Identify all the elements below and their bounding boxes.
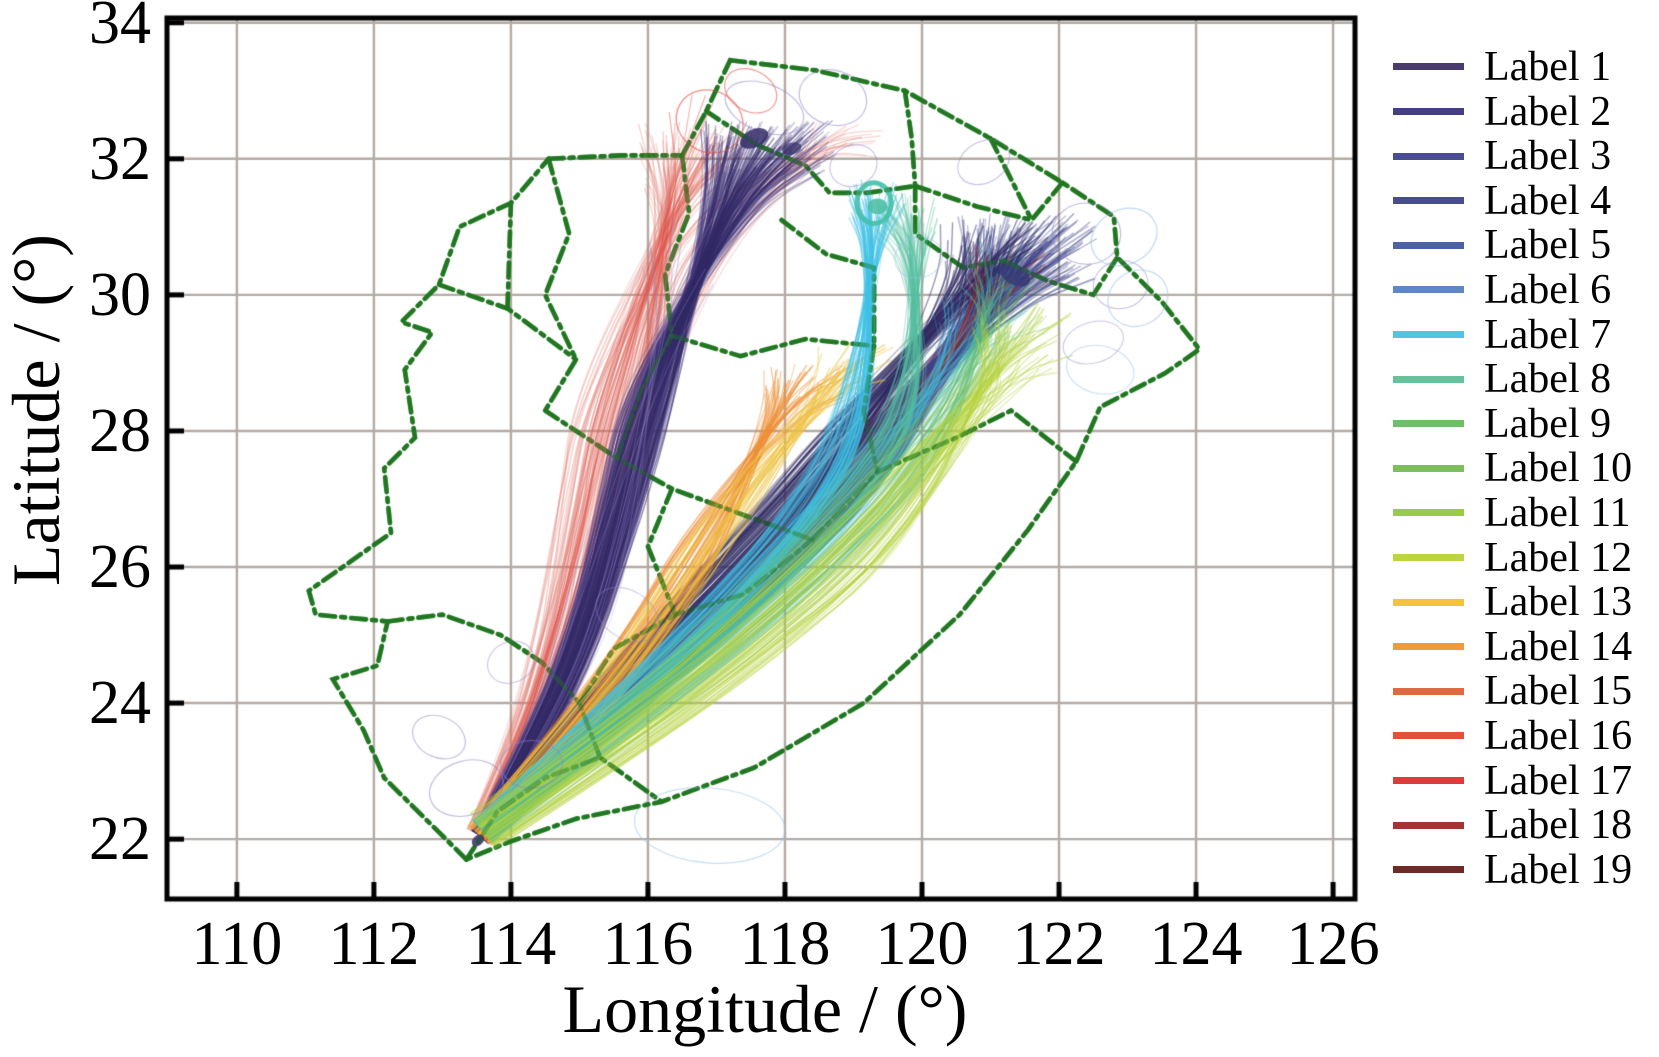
legend-item: Label 11: [1393, 491, 1631, 536]
legend-swatch: [1393, 420, 1464, 428]
legend-label: Label 7: [1484, 311, 1612, 358]
x-tick-label: 116: [602, 910, 694, 978]
legend-item: Label 1: [1393, 45, 1611, 90]
x-axis-title: Longitude / (°): [562, 971, 968, 1047]
legend-label: Label 14: [1484, 623, 1633, 670]
legend-label: Label 11: [1484, 489, 1631, 536]
legend-label: Label 9: [1484, 400, 1612, 447]
legend-item: Label 2: [1393, 89, 1611, 134]
y-tick-label: 28: [89, 396, 151, 465]
x-tick-label: 120: [875, 910, 969, 978]
legend-item: Label 5: [1393, 223, 1611, 268]
x-tick-label: 126: [1286, 910, 1380, 978]
legend-label: Label 4: [1484, 177, 1612, 224]
legend-swatch: [1393, 286, 1464, 294]
legend-swatch: [1393, 866, 1464, 874]
legend-item: Label 12: [1393, 535, 1632, 580]
legend-label: Label 17: [1484, 757, 1633, 804]
legend-swatch: [1393, 732, 1464, 740]
legend-label: Label 3: [1484, 133, 1612, 180]
legend-item: Label 19: [1393, 848, 1632, 893]
legend-label: Label 2: [1484, 88, 1612, 135]
legend-swatch: [1393, 152, 1464, 160]
x-tick-label: 114: [465, 910, 557, 978]
legend-swatch: [1393, 509, 1464, 517]
legend-item: Label 8: [1393, 357, 1611, 402]
legend-item: Label 10: [1393, 446, 1632, 491]
legend-swatch: [1393, 821, 1464, 829]
y-tick-label: 26: [89, 533, 151, 601]
legend-item: Label 14: [1393, 625, 1632, 670]
x-tick-label: 112: [328, 910, 420, 978]
legend-item: Label 9: [1393, 402, 1611, 447]
legend-swatch: [1393, 598, 1464, 606]
legend-swatch: [1393, 241, 1464, 249]
legend-item: Label 7: [1393, 312, 1611, 357]
legend-swatch: [1393, 777, 1464, 785]
legend-label: Label 19: [1484, 846, 1633, 893]
legend-swatch: [1393, 464, 1464, 472]
legend-item: Label 6: [1393, 268, 1611, 313]
x-tick-label: 110: [191, 910, 283, 978]
legend-swatch: [1393, 375, 1464, 383]
legend-item: Label 18: [1393, 803, 1632, 848]
x-tick-label: 124: [1149, 910, 1243, 978]
legend-item: Label 4: [1393, 179, 1611, 224]
legend-label: Label 1: [1484, 43, 1612, 90]
y-tick-label: 32: [89, 124, 151, 193]
y-tick-label: 30: [89, 260, 151, 329]
y-tick-label: 22: [89, 805, 151, 874]
legend-item: Label 16: [1393, 714, 1632, 759]
legend-label: Label 5: [1484, 222, 1612, 269]
legend-label: Label 6: [1484, 266, 1612, 313]
legend-label: Label 12: [1484, 534, 1633, 581]
legend-swatch: [1393, 63, 1464, 71]
legend-swatch: [1393, 197, 1464, 205]
legend-label: Label 10: [1484, 445, 1633, 492]
legend-label: Label 18: [1484, 802, 1633, 849]
y-tick-label: 24: [89, 669, 151, 738]
legend-label: Label 16: [1484, 712, 1633, 759]
legend-label: Label 13: [1484, 579, 1633, 626]
legend-item: Label 15: [1393, 669, 1632, 714]
legend-swatch: [1393, 108, 1464, 116]
x-tick-label: 118: [739, 910, 831, 978]
legend-swatch: [1393, 331, 1464, 339]
legend-item: Label 3: [1393, 134, 1611, 179]
y-axis-title: Latitude / (°): [0, 234, 74, 586]
x-tick-label: 122: [1012, 910, 1106, 978]
legend-label: Label 15: [1484, 668, 1633, 715]
legend-swatch: [1393, 687, 1464, 695]
y-tick-label: 34: [89, 0, 151, 57]
legend-swatch: [1393, 643, 1464, 651]
legend-label: Label 8: [1484, 356, 1612, 403]
legend-swatch: [1393, 554, 1464, 562]
legend-item: Label 17: [1393, 758, 1632, 803]
legend-item: Label 13: [1393, 580, 1632, 625]
